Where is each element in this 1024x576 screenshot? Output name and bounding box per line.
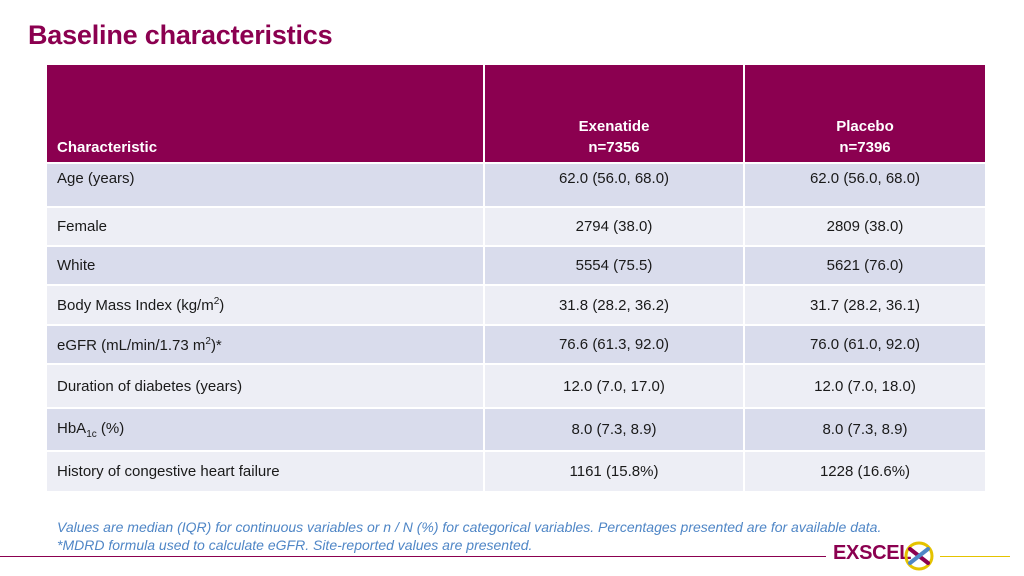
page-title: Baseline characteristics (28, 20, 333, 50)
table-row-hba1c: HbA1c (%) 8.0 (7.3, 8.9) 8.0 (7.3, 8.9) (47, 407, 985, 451)
header-exenatide-n: n=7356 (588, 139, 640, 156)
row-label: Female (47, 206, 485, 246)
header-placebo-name: Placebo (836, 118, 894, 135)
cell-placebo: 5621 (76.0) (744, 245, 985, 285)
header-placebo: Placebo n=7396 (744, 65, 985, 163)
cell-placebo: 8.0 (7.3, 8.9) (744, 407, 985, 451)
cell-placebo: 12.0 (7.0, 18.0) (744, 363, 985, 408)
cell-placebo: 76.0 (61.0, 92.0) (744, 324, 985, 364)
cell-exenatide: 12.0 (7.0, 17.0) (484, 363, 745, 408)
header-exenatide-name: Exenatide (578, 118, 650, 135)
cell-placebo: 31.7 (28.2, 36.1) (744, 284, 985, 325)
row-label: History of congestive heart failure (47, 450, 485, 491)
footer-divider-right (940, 556, 1010, 557)
header-exenatide: Exenatide n=7356 (484, 65, 745, 163)
cell-exenatide: 31.8 (28.2, 36.2) (484, 284, 745, 325)
table-row-egfr: eGFR (mL/min/1.73 m2)* 76.6 (61.3, 92.0)… (47, 324, 985, 364)
row-label: HbA1c (%) (47, 407, 485, 451)
row-label: Body Mass Index (kg/m2) (47, 284, 485, 325)
table-row-diabetes-duration: Duration of diabetes (years) 12.0 (7.0, … (47, 363, 985, 408)
footer-divider-left (0, 556, 826, 557)
exscel-logo: EXSCEL (833, 542, 912, 564)
row-label: White (47, 245, 485, 285)
baseline-table: Characteristic Exenatide n=7356 Placebo … (47, 65, 985, 491)
row-label: Age (years) (47, 162, 485, 207)
footnote-line-1: Values are median (IQR) for continuous v… (57, 519, 882, 535)
cell-exenatide: 8.0 (7.3, 8.9) (484, 407, 745, 451)
cell-exenatide: 76.6 (61.3, 92.0) (484, 324, 745, 364)
row-label: Duration of diabetes (years) (47, 363, 485, 408)
footnote: Values are median (IQR) for continuous v… (57, 518, 881, 554)
table-row-female: Female 2794 (38.0) 2809 (38.0) (47, 206, 985, 246)
cell-exenatide: 1161 (15.8%) (484, 450, 745, 491)
cell-placebo: 2809 (38.0) (744, 206, 985, 246)
table-row-white: White 5554 (75.5) 5621 (76.0) (47, 245, 985, 285)
row-label: eGFR (mL/min/1.73 m2)* (47, 324, 485, 364)
table-row-age: Age (years) 62.0 (56.0, 68.0) 62.0 (56.0… (47, 162, 985, 207)
header-placebo-n: n=7396 (839, 139, 891, 156)
header-characteristic: Characteristic (47, 65, 485, 163)
cell-exenatide: 2794 (38.0) (484, 206, 745, 246)
cell-placebo: 1228 (16.6%) (744, 450, 985, 491)
exscel-knot-icon (904, 541, 934, 571)
footnote-line-2: *MDRD formula used to calculate eGFR. Si… (57, 537, 533, 553)
table-row-bmi: Body Mass Index (kg/m2) 31.8 (28.2, 36.2… (47, 284, 985, 325)
cell-exenatide: 5554 (75.5) (484, 245, 745, 285)
cell-exenatide: 62.0 (56.0, 68.0) (484, 162, 745, 207)
table-header-row: Characteristic Exenatide n=7356 Placebo … (47, 65, 985, 163)
cell-placebo: 62.0 (56.0, 68.0) (744, 162, 985, 207)
table-row-chf: History of congestive heart failure 1161… (47, 450, 985, 491)
